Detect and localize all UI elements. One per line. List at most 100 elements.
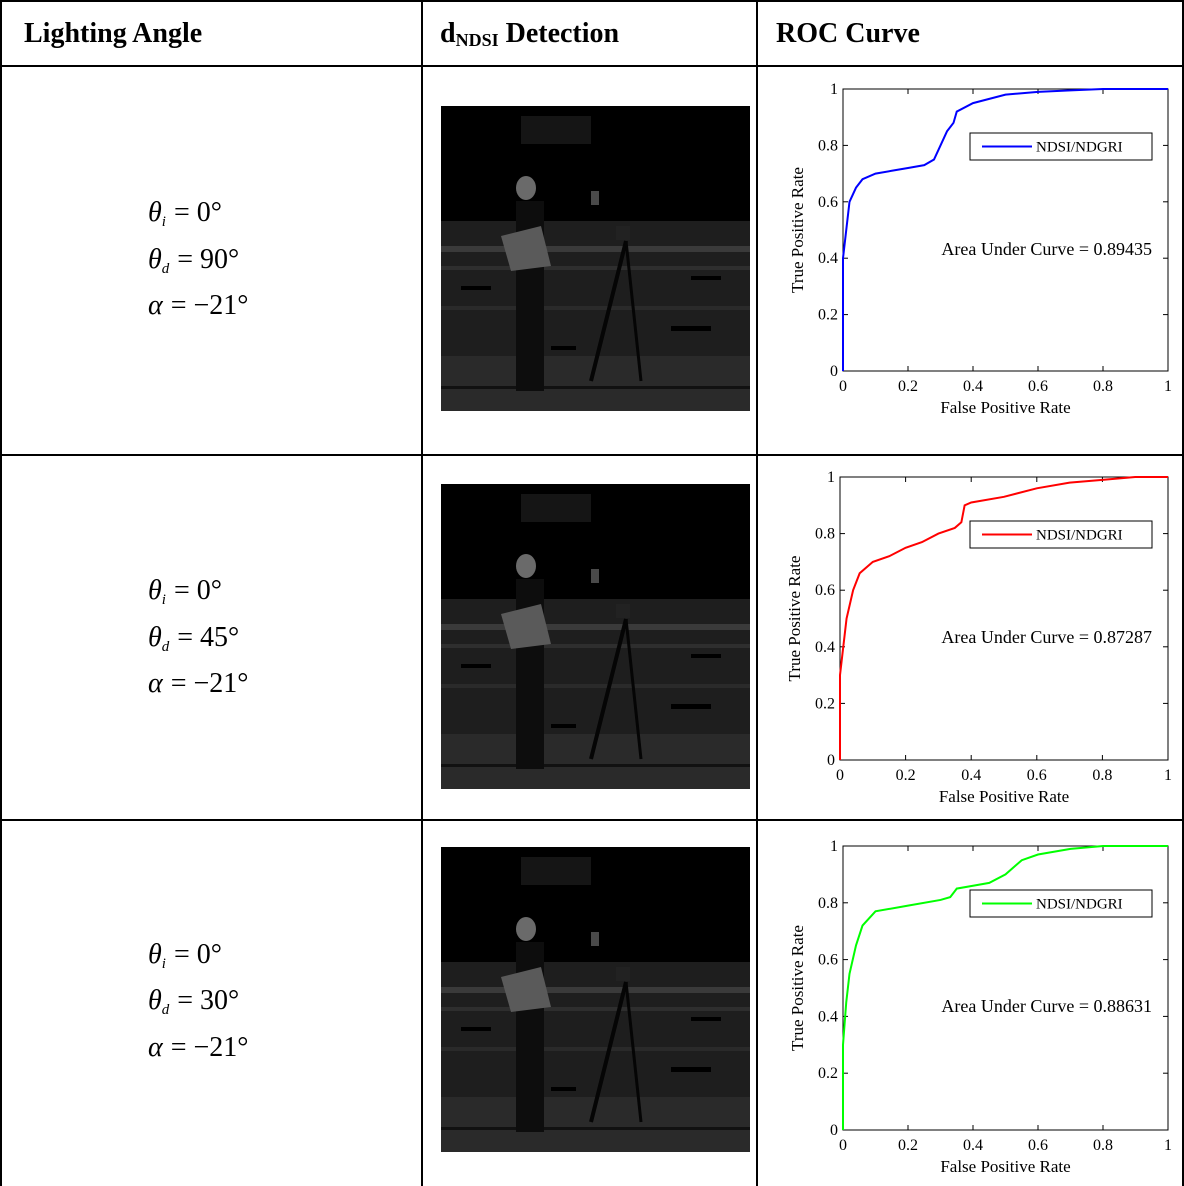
subscript: i bbox=[162, 214, 166, 230]
y-tick-label: 0.2 bbox=[818, 307, 838, 324]
header-text: Detection bbox=[506, 18, 620, 49]
plot-area bbox=[842, 88, 1169, 372]
x-tick-label: 0.6 bbox=[1028, 1137, 1048, 1154]
x-tick-label: 0.8 bbox=[1093, 378, 1113, 395]
auc-annotation: Area Under Curve = 0.87287 bbox=[941, 627, 1152, 647]
column-header: ROC Curve bbox=[776, 18, 920, 49]
symbol: θ bbox=[148, 575, 162, 606]
roc-line bbox=[839, 476, 1168, 760]
detection-image bbox=[439, 482, 752, 791]
roc-line bbox=[842, 88, 1168, 371]
roc-line bbox=[842, 845, 1168, 1130]
symbol: θ bbox=[148, 197, 162, 228]
y-tick-label: 0.4 bbox=[815, 639, 835, 656]
x-axis-label: False Positive Rate bbox=[940, 398, 1070, 417]
y-tick-label: 0.4 bbox=[818, 250, 838, 267]
legend-label: NDSI/NDGRI bbox=[1036, 897, 1123, 913]
x-tick-label: 0.8 bbox=[1092, 767, 1112, 784]
y-tick-label: 0.6 bbox=[815, 582, 835, 599]
y-tick-label: 0.8 bbox=[815, 526, 835, 543]
symbol: α bbox=[148, 1032, 164, 1063]
symbol: α bbox=[148, 290, 164, 321]
x-tick-label: 1 bbox=[1164, 378, 1172, 395]
legend-label: NDSI/NDGRI bbox=[1036, 528, 1123, 544]
header-text: Lighting Angle bbox=[24, 18, 202, 49]
x-tick-label: 0.4 bbox=[961, 767, 981, 784]
detection-image bbox=[439, 104, 752, 413]
equation-rhs: = 0° bbox=[174, 197, 222, 228]
header-subscript: NDSI bbox=[456, 30, 499, 50]
angle-formula: θd = 90° bbox=[148, 244, 239, 277]
x-tick-label: 1 bbox=[1164, 767, 1172, 784]
angle-formula: α = −21° bbox=[148, 668, 248, 699]
x-tick-label: 1 bbox=[1164, 1137, 1172, 1154]
y-tick-label: 0 bbox=[830, 1122, 838, 1139]
x-tick-label: 0.4 bbox=[963, 1137, 983, 1154]
x-tick-label: 0.2 bbox=[898, 378, 918, 395]
x-tick-label: 0.6 bbox=[1028, 378, 1048, 395]
y-tick-label: 1 bbox=[830, 81, 838, 98]
x-tick-label: 0 bbox=[839, 378, 847, 395]
y-tick-label: 1 bbox=[830, 838, 838, 855]
angle-formula: α = −21° bbox=[148, 1032, 248, 1063]
equation-rhs: = 45° bbox=[177, 622, 239, 653]
symbol: θ bbox=[148, 985, 162, 1016]
y-axis-label: True Positive Rate bbox=[785, 556, 804, 682]
header-text: d bbox=[440, 18, 456, 49]
detection-image bbox=[439, 845, 752, 1154]
equation-rhs: = 0° bbox=[174, 575, 222, 606]
equation-rhs: = −21° bbox=[171, 668, 249, 699]
x-tick-label: 0.6 bbox=[1027, 767, 1047, 784]
header-text: ROC Curve bbox=[776, 18, 920, 49]
equation-rhs: = 30° bbox=[177, 985, 239, 1016]
angle-formula: θd = 30° bbox=[148, 985, 239, 1018]
angle-formula: θd = 45° bbox=[148, 622, 239, 655]
auc-annotation: Area Under Curve = 0.89435 bbox=[941, 239, 1152, 259]
angle-formula: θi = 0° bbox=[148, 575, 222, 608]
legend-label: NDSI/NDGRI bbox=[1036, 140, 1123, 156]
y-tick-label: 0 bbox=[827, 752, 835, 769]
y-tick-label: 0.2 bbox=[815, 695, 835, 712]
angle-formula: θi = 0° bbox=[148, 197, 222, 230]
y-tick-label: 0.4 bbox=[818, 1008, 838, 1025]
y-tick-label: 0.8 bbox=[818, 895, 838, 912]
y-tick-label: 0 bbox=[830, 363, 838, 380]
equation-rhs: = 90° bbox=[177, 244, 239, 275]
x-tick-label: 0 bbox=[836, 767, 844, 784]
symbol: α bbox=[148, 668, 164, 699]
x-tick-label: 0.2 bbox=[896, 767, 916, 784]
symbol: θ bbox=[148, 622, 162, 653]
x-axis-label: False Positive Rate bbox=[940, 1157, 1070, 1176]
equation-rhs: = 0° bbox=[174, 939, 222, 970]
subscript: i bbox=[162, 956, 166, 972]
x-tick-label: 0.4 bbox=[963, 378, 983, 395]
equation-rhs: = −21° bbox=[171, 1032, 249, 1063]
subscript: i bbox=[162, 592, 166, 608]
y-tick-label: 0.2 bbox=[818, 1065, 838, 1082]
y-tick-label: 0.6 bbox=[818, 952, 838, 969]
x-tick-label: 0.2 bbox=[898, 1137, 918, 1154]
symbol: θ bbox=[148, 244, 162, 275]
auc-annotation: Area Under Curve = 0.88631 bbox=[941, 996, 1152, 1016]
equation-rhs: = −21° bbox=[171, 290, 249, 321]
x-axis-label: False Positive Rate bbox=[939, 787, 1069, 806]
x-tick-label: 0.8 bbox=[1093, 1137, 1113, 1154]
y-tick-label: 0.8 bbox=[818, 137, 838, 154]
column-header: dNDSI Detection bbox=[440, 18, 620, 50]
y-axis-label: True Positive Rate bbox=[788, 925, 807, 1051]
angle-formula: θi = 0° bbox=[148, 939, 222, 972]
subscript: d bbox=[162, 261, 170, 277]
y-tick-label: 1 bbox=[827, 469, 835, 486]
symbol: θ bbox=[148, 939, 162, 970]
plot-area bbox=[842, 845, 1169, 1131]
angle-formula: α = −21° bbox=[148, 290, 248, 321]
column-header: Lighting Angle bbox=[24, 18, 202, 49]
y-axis-label: True Positive Rate bbox=[788, 167, 807, 293]
subscript: d bbox=[162, 639, 170, 655]
plot-area bbox=[839, 476, 1169, 761]
subscript: d bbox=[162, 1002, 170, 1018]
y-tick-label: 0.6 bbox=[818, 194, 838, 211]
x-tick-label: 0 bbox=[839, 1137, 847, 1154]
